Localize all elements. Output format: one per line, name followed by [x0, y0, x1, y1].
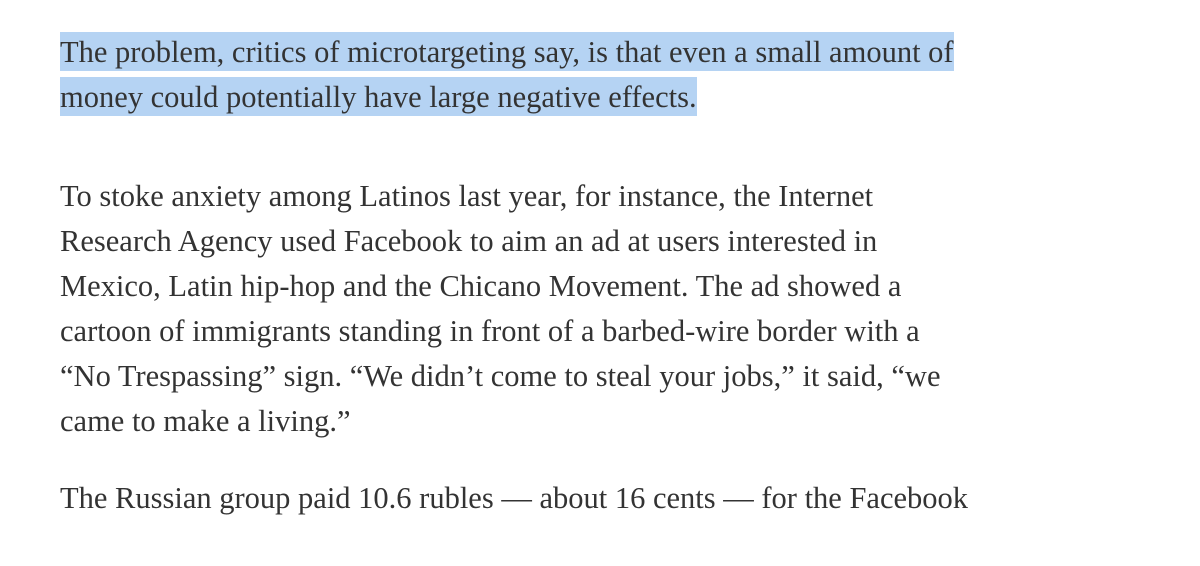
paragraph-latinos-ad: To stoke anxiety among Latinos last year… [60, 174, 1140, 444]
paragraph-line: came to make a living.” [60, 404, 351, 438]
paragraph-line: money could potentially have large negat… [60, 75, 1140, 120]
paragraph-line: To stoke anxiety among Latinos last year… [60, 179, 874, 213]
paragraph-line: The Russian group paid 10.6 rubles — abo… [60, 481, 969, 515]
article-body: The problem, critics of microtargeting s… [60, 30, 1140, 521]
highlighted-paragraph[interactable]: The problem, critics of microtargeting s… [60, 30, 1140, 126]
paragraph-line: The problem, critics of microtargeting s… [60, 30, 1140, 75]
paragraph-rubles: The Russian group paid 10.6 rubles — abo… [60, 476, 1140, 521]
paragraph-line: cartoon of immigrants standing in front … [60, 314, 920, 348]
text-selection[interactable]: The problem, critics of microtargeting s… [60, 32, 954, 71]
paragraph-line: Mexico, Latin hip-hop and the Chicano Mo… [60, 269, 902, 303]
paragraph-line: Research Agency used Facebook to aim an … [60, 224, 878, 258]
text-selection[interactable]: money could potentially have large negat… [60, 77, 697, 116]
paragraph-line: “No Trespassing” sign. “We didn’t come t… [60, 359, 941, 393]
